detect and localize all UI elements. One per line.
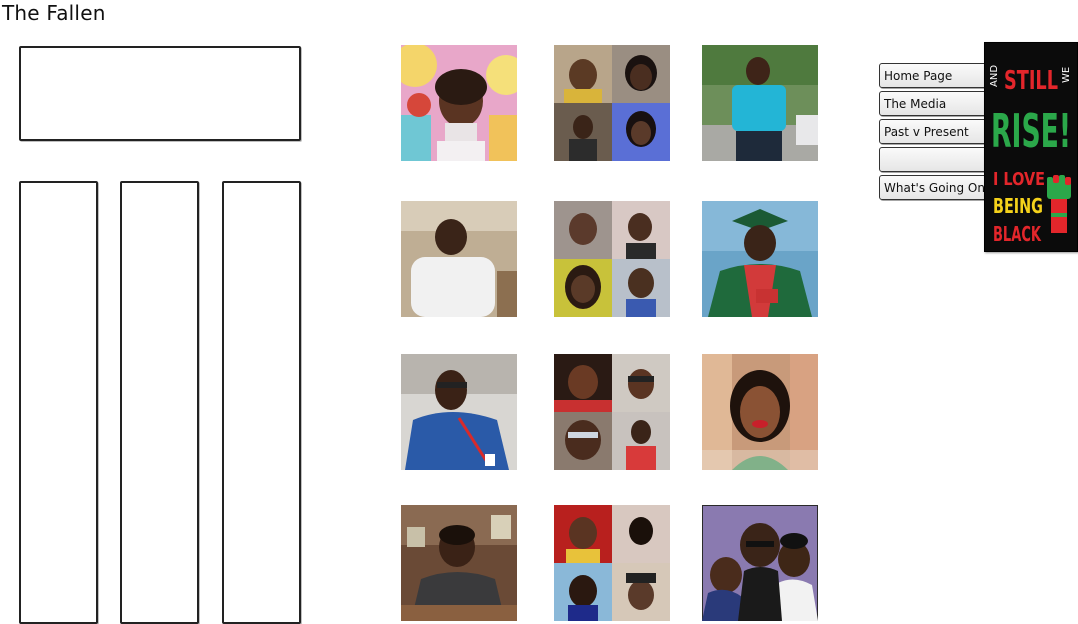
poster-text-and: AND xyxy=(989,65,1000,87)
poster-text-still: STILL xyxy=(1004,66,1058,96)
poster-text-being: BEING xyxy=(993,194,1043,218)
column-placeholder-box-2 xyxy=(120,181,199,624)
page-title: The Fallen xyxy=(2,1,106,25)
poster-text-black: BLACK xyxy=(993,222,1042,246)
poster-text-rise: RISE! xyxy=(991,104,1071,158)
poster-text-we: WE xyxy=(1061,67,1072,83)
photo-boy-restaurant[interactable] xyxy=(401,505,517,621)
photo-woman-smiling-red-lips[interactable] xyxy=(702,354,818,470)
nav-item-the-media[interactable]: The Media xyxy=(879,91,989,116)
raised-fist-icon xyxy=(1047,175,1071,233)
header-placeholder-box xyxy=(19,46,301,141)
photo-man-white-shirt-seated[interactable] xyxy=(401,201,517,317)
photo-man-blue-shirt-outdoors[interactable] xyxy=(702,45,818,161)
photo-collage-four-people-1[interactable] xyxy=(554,45,670,161)
nav-item-whats-going-on[interactable]: What's Going On xyxy=(879,175,989,200)
poster-text-i-love: I LOVE xyxy=(993,169,1045,190)
photo-collage-four-people-2[interactable] xyxy=(554,201,670,317)
photo-family-three-people[interactable] xyxy=(702,505,818,621)
nav-item-past-v-present[interactable]: Past v Present xyxy=(879,119,989,144)
photo-collage-four-people-4[interactable] xyxy=(554,505,670,621)
nav-item-blank[interactable] xyxy=(879,147,989,172)
photo-graduate-green-gown[interactable] xyxy=(702,201,818,317)
nav-menu: Home Page The Media Past v Present What'… xyxy=(879,63,989,203)
column-placeholder-box-3 xyxy=(222,181,301,624)
still-we-rise-poster: AND STILL WE RISE! I LOVE BEING BLACK xyxy=(984,42,1078,252)
nav-item-home-page[interactable]: Home Page xyxy=(879,63,989,88)
photo-man-blue-shirt-lanyard[interactable] xyxy=(401,354,517,470)
column-placeholder-box-1 xyxy=(19,181,98,624)
photo-collage-four-people-3[interactable] xyxy=(554,354,670,470)
photo-girl-cartoon-background[interactable] xyxy=(401,45,517,161)
